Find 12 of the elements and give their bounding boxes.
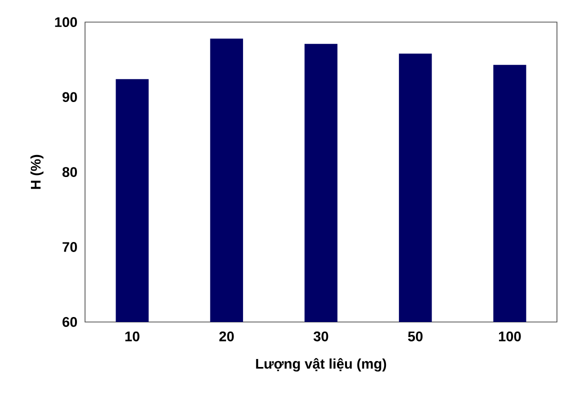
x-tick-label: 30 [314, 331, 328, 342]
y-tick-label: 80 [62, 167, 77, 177]
x-tick-label: 20 [219, 331, 234, 342]
x-tick-label: 50 [408, 331, 423, 342]
y-tick-label: 70 [62, 242, 77, 252]
x-tick-label: 10 [125, 331, 140, 342]
y-tick-label: 100 [55, 17, 77, 28]
y-tick-label: 60 [62, 317, 77, 327]
y-tick-label: 90 [62, 92, 77, 102]
y-axis-title: H (%) [30, 154, 44, 189]
x-axis-title: Lượng vật liệu (mg) [256, 358, 386, 372]
x-tick-label: 100 [498, 331, 521, 342]
